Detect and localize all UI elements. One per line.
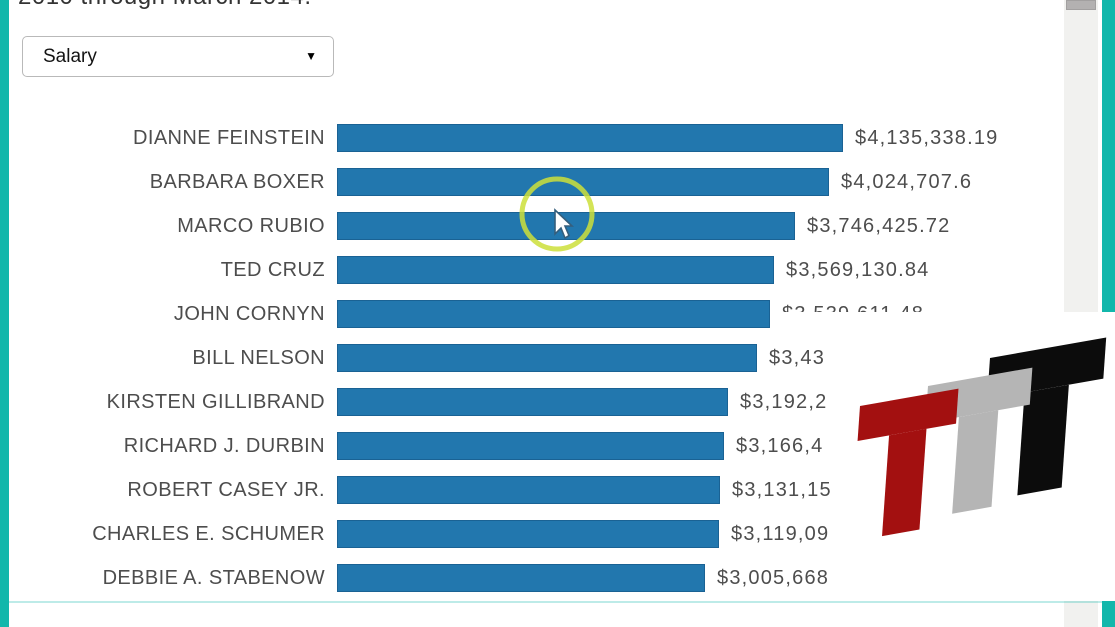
- clipped-heading: 2010 through March 2014.: [18, 0, 312, 11]
- salary-bar[interactable]: [337, 520, 719, 548]
- salary-bar[interactable]: [337, 564, 705, 592]
- senator-name: DIANNE FEINSTEIN: [133, 127, 325, 149]
- left-frame-border: [0, 0, 9, 627]
- senator-name: CHARLES E. SCHUMER: [92, 523, 325, 545]
- senator-name: ROBERT CASEY JR.: [127, 479, 325, 501]
- logo-t-red-icon: [851, 388, 959, 542]
- salary-bar[interactable]: [337, 344, 757, 372]
- senator-name: TED CRUZ: [220, 259, 325, 281]
- salary-bar[interactable]: [337, 256, 774, 284]
- mouse-pointer-icon: [554, 208, 575, 240]
- cursor-highlight: [519, 176, 595, 252]
- salary-value: $3,192,2: [740, 391, 828, 413]
- salary-value: $3,166,4: [736, 435, 824, 457]
- chevron-down-icon: ▼: [305, 49, 317, 63]
- salary-value: $3,005,668: [717, 567, 830, 589]
- salary-bar[interactable]: [337, 124, 843, 152]
- senator-name: MARCO RUBIO: [177, 215, 325, 237]
- senator-name: BARBARA BOXER: [149, 171, 325, 193]
- salary-bar[interactable]: [337, 476, 720, 504]
- senator-name: BILL NELSON: [192, 347, 325, 369]
- scrollbar-thumb[interactable]: [1066, 0, 1096, 10]
- salary-value: $3,119,09: [731, 523, 830, 545]
- salary-value: $4,024,707.6: [841, 171, 973, 193]
- senator-name: DEBBIE A. STABENOW: [102, 567, 325, 589]
- senator-name: RICHARD J. DURBIN: [123, 435, 325, 457]
- salary-dropdown[interactable]: Salary ▼: [22, 36, 334, 77]
- salary-value: $3,746,425.72: [807, 215, 951, 237]
- bottom-frame-edge: [9, 601, 1102, 603]
- salary-bar[interactable]: [337, 432, 724, 460]
- click-highlight-ring: [519, 176, 595, 252]
- salary-value: $4,135,338.19: [855, 127, 999, 149]
- senator-name: JOHN CORNYN: [173, 303, 325, 325]
- salary-value: $3,569,130.84: [786, 259, 930, 281]
- salary-dropdown-value: Salary: [43, 45, 97, 67]
- senator-name: KIRSTEN GILLIBRAND: [106, 391, 325, 413]
- salary-value: $3,131,15: [732, 479, 832, 501]
- salary-value: $3,43: [769, 347, 826, 369]
- salary-bar[interactable]: [337, 300, 770, 328]
- salary-bar[interactable]: [337, 388, 728, 416]
